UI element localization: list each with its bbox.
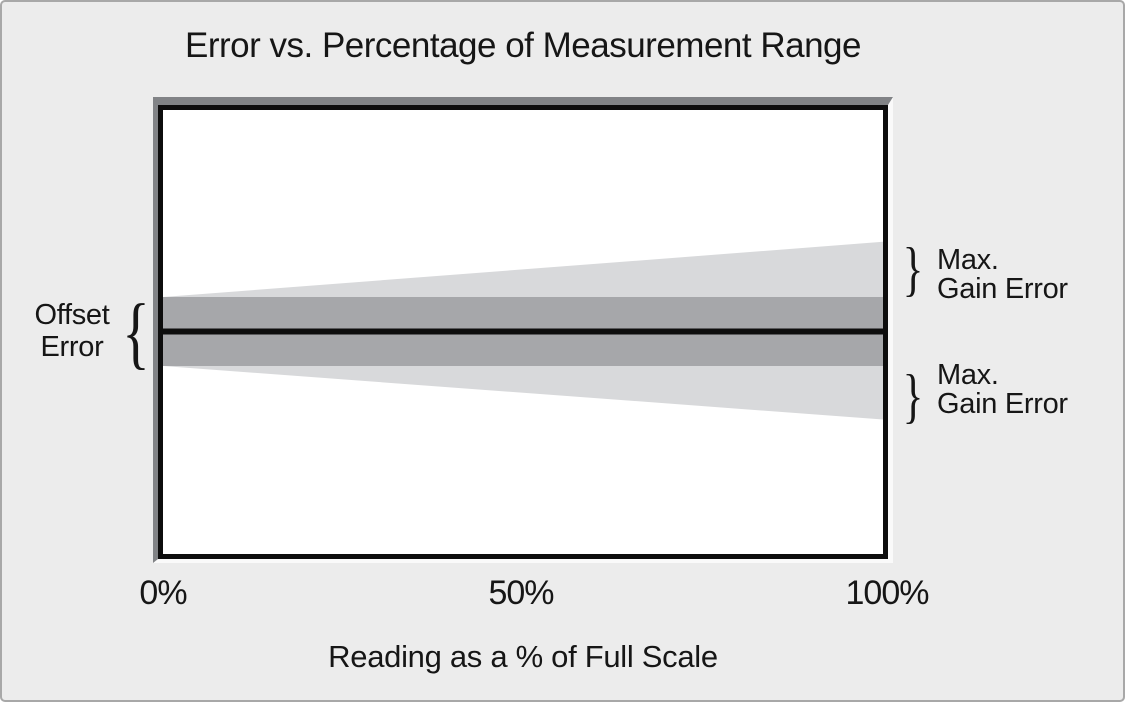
offset-error-label: Offset Error [22, 299, 122, 363]
gain-error-top-brace-icon: } [902, 236, 924, 302]
max-gain-error-top-line1: Max. [937, 244, 999, 276]
max-gain-error-bottom-line1: Max. [937, 359, 999, 391]
chart-title: Error vs. Percentage of Measurement Rang… [185, 26, 861, 65]
x-tick-0: 0% [139, 574, 187, 612]
error-bands-plot [163, 241, 883, 420]
offset-error-label-line1: Offset [34, 299, 110, 331]
ideal-response-line [163, 328, 883, 335]
max-gain-error-bottom-line2: Gain Error [937, 388, 1068, 420]
offset-error-label-line2: Error [40, 331, 104, 363]
max-gain-error-top-label: Max. Gain Error [937, 246, 1068, 304]
plot-panel-bevel [153, 97, 893, 563]
x-axis-label: Reading as a % of Full Scale [328, 639, 718, 674]
offset-error-brace-icon: { [122, 289, 150, 377]
plot-area [158, 105, 888, 559]
max-gain-error-top-line2: Gain Error [937, 273, 1068, 305]
max-gain-error-bottom-label: Max. Gain Error [937, 361, 1068, 419]
x-tick-50: 50% [488, 574, 554, 612]
gain-error-bottom-brace-icon: } [902, 363, 924, 429]
x-tick-100: 100% [845, 574, 930, 612]
